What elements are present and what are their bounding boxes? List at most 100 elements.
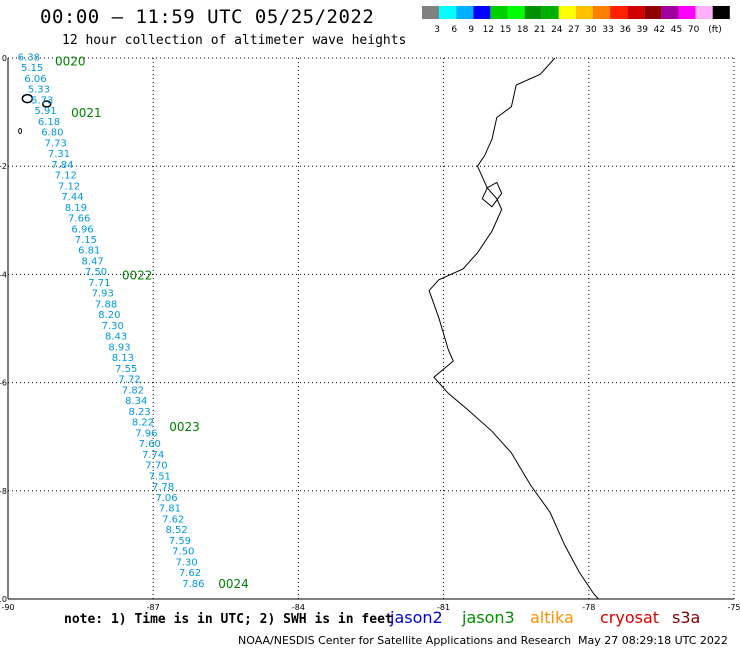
y-tick-label: -4 [0,270,7,279]
legend-unit: (ft) [708,25,722,35]
swh-value: 8.19 [65,203,87,214]
map-subtitle: 12 hour collection of altimeter wave hei… [62,33,407,48]
swh-value: 8.20 [98,310,120,321]
swh-value: 8.43 [105,332,127,343]
satellite-label-jason3: jason3 [462,608,515,627]
swh-value: 7.50 [85,267,107,278]
swh-value: 7.30 [176,557,198,568]
swh-value: 7.50 [172,547,194,558]
generated-timestamp: May 27 08:29:18 UTC 2022 [578,634,728,647]
swh-value: 7.55 [115,364,137,375]
x-tick-label: -75 [727,603,740,612]
y-tick-label: -2 [0,162,7,171]
swh-value: 8.23 [129,407,151,418]
swh-value: 7.66 [68,214,90,225]
legend-swatch [610,6,628,19]
swh-value: 5.33 [28,85,50,96]
swh-value: 6.80 [41,128,63,139]
legend-swatch [661,6,679,19]
legend-swatch [490,6,508,19]
swh-value: 7.15 [75,235,97,246]
swh-value: 7.70 [145,461,167,472]
legend-label: 9 [468,25,474,35]
legend-swatch [627,6,645,19]
units-note: note: 1) Time is in UTC; 2) SWH is in fe… [64,612,393,627]
galapagos-island [41,100,52,108]
legend-label: 27 [568,25,579,35]
swh-value: 7.72 [118,375,140,386]
legend-swatch [422,6,440,19]
legend-label: 33 [602,25,613,35]
swh-value: 7.60 [139,439,161,450]
legend-label: 70 [688,25,700,35]
legend-swatch [695,6,713,19]
swh-value: 7.81 [159,504,181,515]
time-label: 0023 [169,420,200,434]
swh-value: 7.86 [182,579,204,590]
satellite-label-jason2: jason2 [390,608,443,627]
swh-value: 7.73 [45,138,67,149]
swh-value: 6.96 [71,224,93,235]
swh-value: 6.38 [18,52,40,63]
swh-value: 8.93 [108,342,130,353]
y-tick-label: -8 [0,487,7,496]
x-tick-label: -81 [437,603,450,612]
legend-label: 3 [434,25,440,35]
y-tick-label: -10 [0,595,7,604]
swh-value: 7.71 [88,278,110,289]
legend-label: 30 [585,25,597,35]
y-tick-label: -6 [0,379,7,388]
map-title: 00:00 – 11:59 UTC 05/25/2022 [40,6,375,28]
swh-value: 6.18 [38,117,60,128]
time-label: 0022 [122,268,153,282]
legend-swatch [456,6,474,19]
legend-label: 18 [517,25,529,35]
coastline [428,57,599,600]
swh-value: 8.22 [132,418,154,429]
swh-value: 7.12 [55,171,77,182]
swh-value: 7.51 [149,471,171,482]
legend-label: 24 [551,25,563,35]
swh-value: 7.88 [95,299,117,310]
swh-value: 5.91 [34,106,56,117]
legend-swatch [541,6,559,19]
galapagos-island [18,128,23,135]
swh-value: 7.06 [155,493,177,504]
legend-swatch [712,6,730,19]
legend-swatch [575,6,593,19]
swh-value: 8.13 [112,353,134,364]
swh-value: 7.62 [179,568,201,579]
swh-value: 6.06 [24,74,46,85]
swh-value: 7.96 [135,428,157,439]
swh-value: 8.47 [81,256,103,267]
time-label: 0020 [55,55,86,69]
legend-swatch [593,6,611,19]
swh-value: 7.31 [48,149,70,160]
swh-value: 7.30 [102,321,124,332]
color-legend: 3 6 9 12 15 18 21 24 27 30 33 36 39 42 45 70 (ft) [422,6,730,35]
swh-value: 7.62 [162,514,184,525]
x-tick-label: -90 [1,603,14,612]
legend-label: 21 [534,25,545,35]
time-label: 0021 [71,106,102,120]
swh-value: 7.59 [169,536,191,547]
swh-value: 7.78 [152,482,174,493]
legend-label: 36 [619,25,631,35]
legend-label: 6 [451,25,457,35]
puna-island [481,181,503,208]
x-tick-label: -78 [582,603,595,612]
wave-height-map: -90-87-84-81-78-750-2-4-6-8-106.385.156.… [0,52,740,612]
swh-value: 7.44 [61,192,83,203]
legend-label: 45 [671,25,682,35]
legend-label: 39 [637,25,649,35]
legend-swatch [524,6,542,19]
legend-swatch [558,6,576,19]
swh-value: 6.81 [78,246,100,257]
swh-value: 8.34 [125,396,147,407]
y-tick-label: 0 [2,54,7,63]
galapagos-island [21,93,34,104]
legend-swatch [644,6,662,19]
credit-line: NOAA/NESDIS Center for Satellite Applica… [238,634,572,647]
time-label: 0024 [218,577,249,591]
